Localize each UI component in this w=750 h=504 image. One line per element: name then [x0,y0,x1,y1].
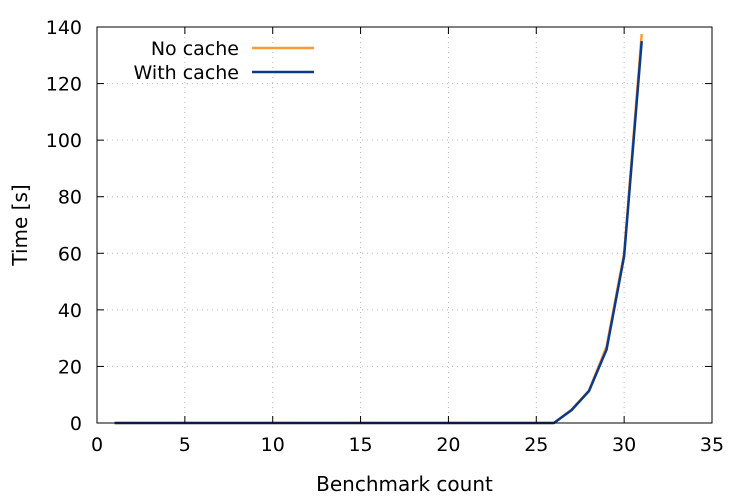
plot-frame [96,26,713,424]
x-tick-label: 35 [700,434,724,456]
series-line-no-cache [114,33,643,425]
y-tick-label: 20 [58,356,82,378]
y-tick-label: 140 [46,17,82,39]
y-tick-label: 100 [46,130,82,152]
axis-ticks: 0 5 10 15 20 25 30 35 0 20 40 60 80 100 120 140 [46,17,724,456]
x-tick-label: 5 [179,434,191,456]
series-line-with-cache [114,41,643,425]
x-tick-label: 20 [436,434,460,456]
y-axis-title: Time [s] [8,184,32,266]
x-tick-label: 30 [612,434,636,456]
grid [97,27,712,423]
x-tick-label: 10 [261,434,285,456]
x-tick-label: 15 [348,434,372,456]
x-tick-label: 25 [524,434,548,456]
legend-label: With cache [134,62,239,84]
y-tick-label: 80 [58,187,82,209]
y-tick-label: 0 [70,413,82,435]
series-lines [114,33,643,425]
x-axis-title: Benchmark count [316,472,493,496]
x-tick-label: 0 [91,434,103,456]
y-tick-label: 40 [58,300,82,322]
y-tick-label: 120 [46,74,82,96]
legend-label: No cache [151,38,239,60]
y-tick-label: 60 [58,243,82,265]
